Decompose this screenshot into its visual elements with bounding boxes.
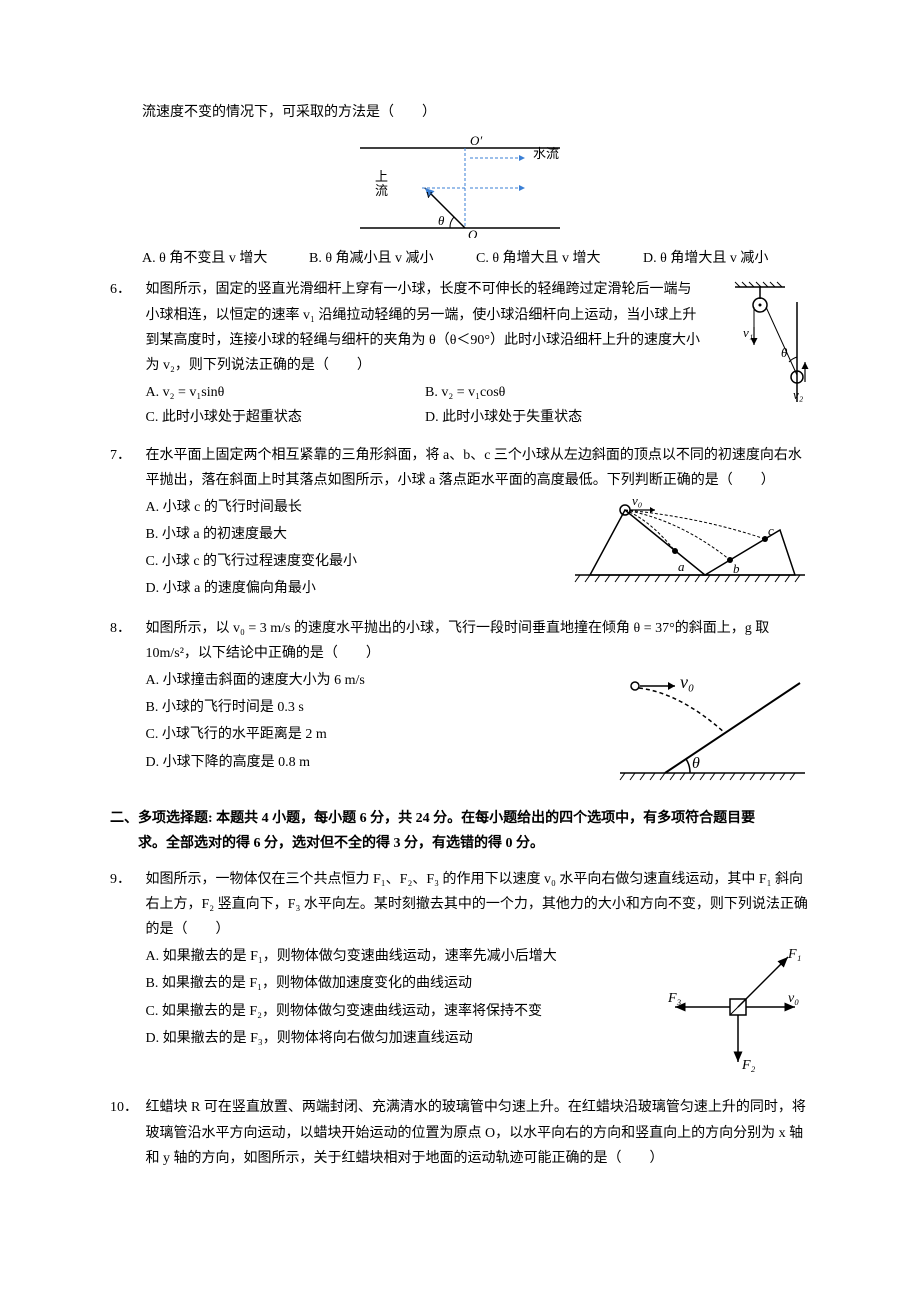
q7-opt-a: A. 小球 c 的飞行时间最长 [146, 495, 560, 520]
q9-opt-b: B. 如果撤去的是 F₁，则物体做加速度变化的曲线运动 [146, 971, 650, 996]
q6-opt-d: D. 此时小球处于失重状态 [425, 405, 705, 430]
q6-num: 6． [110, 277, 142, 302]
q6-figure: v₁ θ v₂ [715, 277, 810, 430]
question-10: 10． 红蜡块 R 可在竖直放置、两端封闭、充满清水的玻璃管中匀速上升。在红蜡块… [110, 1095, 810, 1173]
svg-text:b: b [733, 561, 740, 576]
q7-opt-d: D. 小球 a 的速度偏向角最小 [146, 576, 560, 601]
q9-figure: F₁ F₂ F₃ v₀ [660, 944, 810, 1083]
svg-text:c: c [768, 523, 774, 538]
label-downstream: 水流 [533, 146, 559, 161]
q6-text: 如图所示，固定的竖直光滑细杆上穿有一小球，长度不可伸长的轻绳跨过定滑轮后一端与小… [146, 277, 705, 378]
q7-opt-b: B. 小球 a 的初速度最大 [146, 522, 560, 547]
label-O: O [468, 227, 478, 238]
svg-text:v₂: v₂ [793, 387, 804, 402]
svg-text:θ: θ [781, 345, 788, 360]
q8-opt-a: A. 小球撞击斜面的速度大小为 6 m/s [146, 668, 600, 693]
q6-opt-b: B. v₂ = v₁cosθ [425, 380, 705, 405]
q9-text: 如图所示，一物体仅在三个共点恒力 F₁、F₂、F₃ 的作用下以速度 v₀ 水平向… [146, 867, 810, 943]
svg-text:v₀: v₀ [680, 672, 694, 692]
q9-opt-a: A. 如果撤去的是 F₁，则物体做匀变速曲线运动，速率先减小后增大 [146, 944, 650, 969]
q7-num: 7． [110, 443, 142, 468]
q8-figure: v₀ θ [610, 668, 810, 792]
svg-text:θ: θ [692, 755, 700, 772]
svg-text:v: v [426, 186, 432, 201]
q10-num: 10． [110, 1095, 142, 1120]
question-9: 9． 如图所示，一物体仅在三个共点恒力 F₁、F₂、F₃ 的作用下以速度 v₀ … [110, 867, 810, 1084]
section-2-title: 二、多项选择题: 本题共 4 小题，每小题 6 分，共 24 分。在每小题给出的… [110, 806, 810, 856]
q5-figure: O′ 水流 上 流 v θ O [110, 133, 810, 238]
q5-opt-b: B. θ 角减小且 v 减小 [309, 246, 476, 271]
q9-opt-d: D. 如果撤去的是 F₃，则物体将向右做匀加速直线运动 [146, 1026, 650, 1051]
q6-opt-c: C. 此时小球处于超重状态 [146, 405, 426, 430]
q8-text: 如图所示，以 v₀ = 3 m/s 的速度水平抛出的小球，飞行一段时间垂直地撞在… [146, 616, 810, 666]
q5-options: A. θ 角不变且 v 增大 B. θ 角减小且 v 减小 C. θ 角增大且 … [110, 246, 810, 271]
q6-opt-a: A. v₂ = v₁sinθ [146, 380, 426, 405]
q5-opt-a: A. θ 角不变且 v 增大 [142, 246, 309, 271]
q8-opt-c: C. 小球飞行的水平距离是 2 m [146, 722, 600, 747]
svg-text:F₃: F₃ [667, 991, 682, 1006]
svg-text:a: a [678, 559, 685, 574]
q8-num: 8． [110, 616, 142, 641]
q10-text: 红蜡块 R 可在竖直放置、两端封闭、充满清水的玻璃管中匀速上升。在红蜡块沿玻璃管… [146, 1095, 810, 1171]
question-7: 7． 在水平面上固定两个相互紧靠的三角形斜面，将 a、b、c 三个小球从左边斜面… [110, 443, 810, 604]
question-6: 6． 如图所示，固定的竖直光滑细杆上穿有一小球，长度不可伸长的轻绳跨过定滑轮后一… [110, 277, 810, 430]
q5-opt-d: D. θ 角增大且 v 减小 [643, 246, 810, 271]
label-upstream-2: 流 [375, 183, 388, 198]
question-8: 8． 如图所示，以 v₀ = 3 m/s 的速度水平抛出的小球，飞行一段时间垂直… [110, 616, 810, 793]
label-upstream-1: 上 [375, 169, 388, 184]
label-Oprime: O′ [470, 133, 482, 148]
q7-opt-c: C. 小球 c 的飞行过程速度变化最小 [146, 549, 560, 574]
svg-text:v₀: v₀ [788, 991, 799, 1006]
svg-text:F₂: F₂ [741, 1058, 756, 1073]
label-theta: θ [438, 213, 445, 228]
q7-figure: v₀ a b c [570, 495, 810, 604]
q5-opt-c: C. θ 角增大且 v 增大 [476, 246, 643, 271]
svg-text:v₀: v₀ [632, 495, 642, 508]
q7-text: 在水平面上固定两个相互紧靠的三角形斜面，将 a、b、c 三个小球从左边斜面的顶点… [146, 443, 810, 493]
svg-text:F₁: F₁ [787, 947, 801, 962]
q8-opt-b: B. 小球的飞行时间是 0.3 s [146, 695, 600, 720]
svg-text:v₁: v₁ [743, 325, 753, 340]
q8-opt-d: D. 小球下降的高度是 0.8 m [146, 750, 600, 775]
continuation-text: 流速度不变的情况下，可采取的方法是（ ） [110, 100, 810, 125]
q9-num: 9． [110, 867, 142, 892]
q9-opt-c: C. 如果撤去的是 F₂，则物体做匀变速曲线运动，速率将保持不变 [146, 999, 650, 1024]
